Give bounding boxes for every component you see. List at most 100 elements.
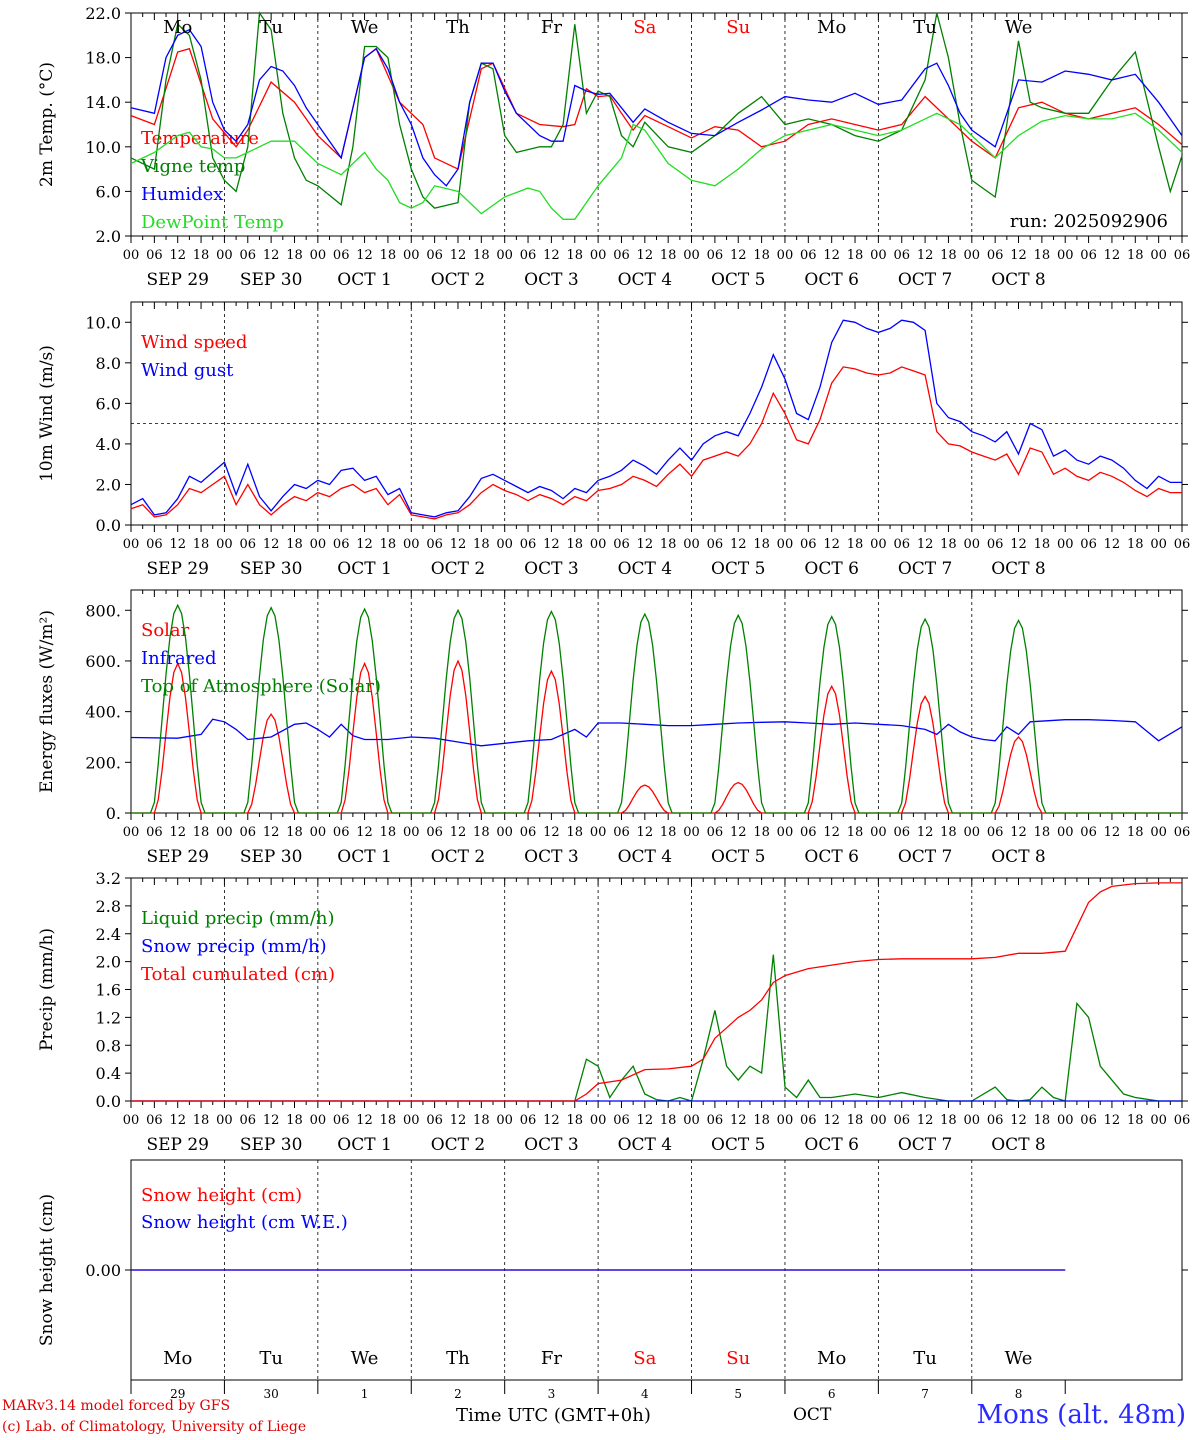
precip-date-label: OCT 8 <box>991 1135 1046 1155</box>
temp-frame <box>130 12 1183 237</box>
energy-hour-label: 18 <box>940 825 957 840</box>
energy-hour-label: 00 <box>1150 825 1167 840</box>
top-weekday-label: Mo <box>163 17 192 38</box>
bottom-weekday-label: Mo <box>817 1348 846 1369</box>
precip-hour-label: 12 <box>543 1113 560 1128</box>
wind-hour-label: 00 <box>964 537 981 552</box>
energy-hour-label: 06 <box>800 825 817 840</box>
energy-hour-label: 06 <box>240 825 257 840</box>
precip-hour-label: 00 <box>216 1113 233 1128</box>
top-weekday-label: Fr <box>541 17 562 38</box>
temp-date-label: SEP 30 <box>240 270 303 290</box>
energy-ylabel: Energy fluxes (W/m²) <box>37 610 57 793</box>
precip-hour-label: 18 <box>566 1113 583 1128</box>
temp-ytick-label: 10.0 <box>85 138 121 157</box>
precip-hour-label: 18 <box>473 1113 490 1128</box>
wind-hour-label: 18 <box>566 537 583 552</box>
wind-hour-label: 06 <box>426 537 443 552</box>
precip-hour-label: 00 <box>777 1113 794 1128</box>
precip-ytick-label: 3.2 <box>96 869 121 888</box>
snow-ylabel: Snow height (cm) <box>37 1194 57 1346</box>
energy-hour-label: 12 <box>730 825 747 840</box>
bottom-day-number: 29 <box>170 1387 185 1401</box>
temp-hour-label: 00 <box>590 248 607 263</box>
wind-ytick-label: 6.0 <box>96 394 121 413</box>
temp-hour-label: 00 <box>216 248 233 263</box>
wind-hour-label: 18 <box>847 537 864 552</box>
precip-hour-label: 00 <box>870 1113 887 1128</box>
snow-legend-item: Snow height (cm W.E.) <box>141 1212 348 1233</box>
snow-ytick-label: 0.00 <box>85 1261 121 1280</box>
temp-hour-label: 00 <box>777 248 794 263</box>
wind-legend-item: Wind gust <box>141 360 234 381</box>
precip-hour-label: 00 <box>123 1113 140 1128</box>
wind-ytick-label: 0.0 <box>96 516 121 535</box>
temp-hour-label: 18 <box>940 248 957 263</box>
temp-series-temperature <box>130 47 1183 171</box>
precip-hour-label: 06 <box>800 1113 817 1128</box>
precip-hour-label: 12 <box>356 1113 373 1128</box>
temp-hour-label: 18 <box>193 248 210 263</box>
temp-hour-label: 00 <box>964 248 981 263</box>
energy-hour-label: 18 <box>1034 825 1051 840</box>
wind-hour-label: 12 <box>450 537 467 552</box>
precip-hour-label: 00 <box>1057 1113 1074 1128</box>
wind-series-wind-gust <box>130 319 1182 518</box>
temp-hour-label: 12 <box>543 248 560 263</box>
precip-hour-label: 00 <box>964 1113 981 1128</box>
wind-ylabel: 10m Wind (m/s) <box>37 345 57 482</box>
wind-hour-label: 18 <box>380 537 397 552</box>
precip-hour-label: 18 <box>286 1113 303 1128</box>
precip-date-label: OCT 1 <box>337 1135 392 1155</box>
precip-hour-label: 12 <box>823 1113 840 1128</box>
wind-hour-label: 00 <box>590 537 607 552</box>
temp-ytick-label: 22.0 <box>85 4 121 23</box>
temp-hour-label: 06 <box>800 248 817 263</box>
energy-hour-label: 06 <box>1080 825 1097 840</box>
energy-hour-label: 18 <box>753 825 770 840</box>
station-label: Mons (alt. 48m) <box>976 1400 1186 1430</box>
bottom-weekday-label: We <box>351 1348 379 1369</box>
precip-date-label: OCT 4 <box>618 1135 673 1155</box>
wind-date-label: OCT 1 <box>337 559 392 579</box>
energy-hour-label: 18 <box>286 825 303 840</box>
temp-date-label: OCT 5 <box>711 270 766 290</box>
energy-hour-label: 06 <box>520 825 537 840</box>
energy-legend-item: Top of Atmosphere (Solar) <box>141 676 381 697</box>
wind-hour-label: 00 <box>496 537 513 552</box>
precip-ytick-label: 2.4 <box>96 925 121 944</box>
temp-hour-label: 18 <box>1034 248 1051 263</box>
energy-hour-label: 18 <box>566 825 583 840</box>
energy-date-label: OCT 1 <box>337 847 392 867</box>
wind-ytick-label: 4.0 <box>96 435 121 454</box>
wind-hour-label: 06 <box>146 537 163 552</box>
temp-legend-item: Temperature <box>141 128 259 149</box>
temp-hour-label: 06 <box>893 248 910 263</box>
precip-hour-label: 18 <box>380 1113 397 1128</box>
snow-legend-item: Snow height (cm) <box>141 1185 302 1206</box>
wind-hour-label: 18 <box>286 537 303 552</box>
precip-hour-label: 06 <box>987 1113 1004 1128</box>
energy-hour-label: 06 <box>1174 825 1191 840</box>
precip-date-label: OCT 5 <box>711 1135 766 1155</box>
energy-hour-label: 00 <box>777 825 794 840</box>
precip-legend-item: Snow precip (mm/h) <box>141 936 327 957</box>
wind-hour-label: 06 <box>800 537 817 552</box>
energy-hour-label: 12 <box>823 825 840 840</box>
energy-date-label: OCT 8 <box>991 847 1046 867</box>
wind-hour-label: 12 <box>263 537 280 552</box>
energy-hour-label: 06 <box>893 825 910 840</box>
bottom-day-number: 3 <box>548 1387 556 1401</box>
precip-ytick-label: 0.4 <box>96 1064 121 1083</box>
wind-date-label: SEP 30 <box>240 559 303 579</box>
precip-hour-label: 18 <box>193 1113 210 1128</box>
wind-date-label: OCT 8 <box>991 559 1046 579</box>
energy-series-infrared <box>130 718 1183 747</box>
precip-series-total-cumulated-cm <box>131 882 1182 1102</box>
energy-hour-label: 12 <box>450 825 467 840</box>
energy-date-label: OCT 4 <box>618 847 673 867</box>
wind-hour-label: 12 <box>1104 537 1121 552</box>
energy-hour-label: 18 <box>193 825 210 840</box>
wind-hour-label: 06 <box>707 537 724 552</box>
energy-frame <box>130 589 1183 814</box>
